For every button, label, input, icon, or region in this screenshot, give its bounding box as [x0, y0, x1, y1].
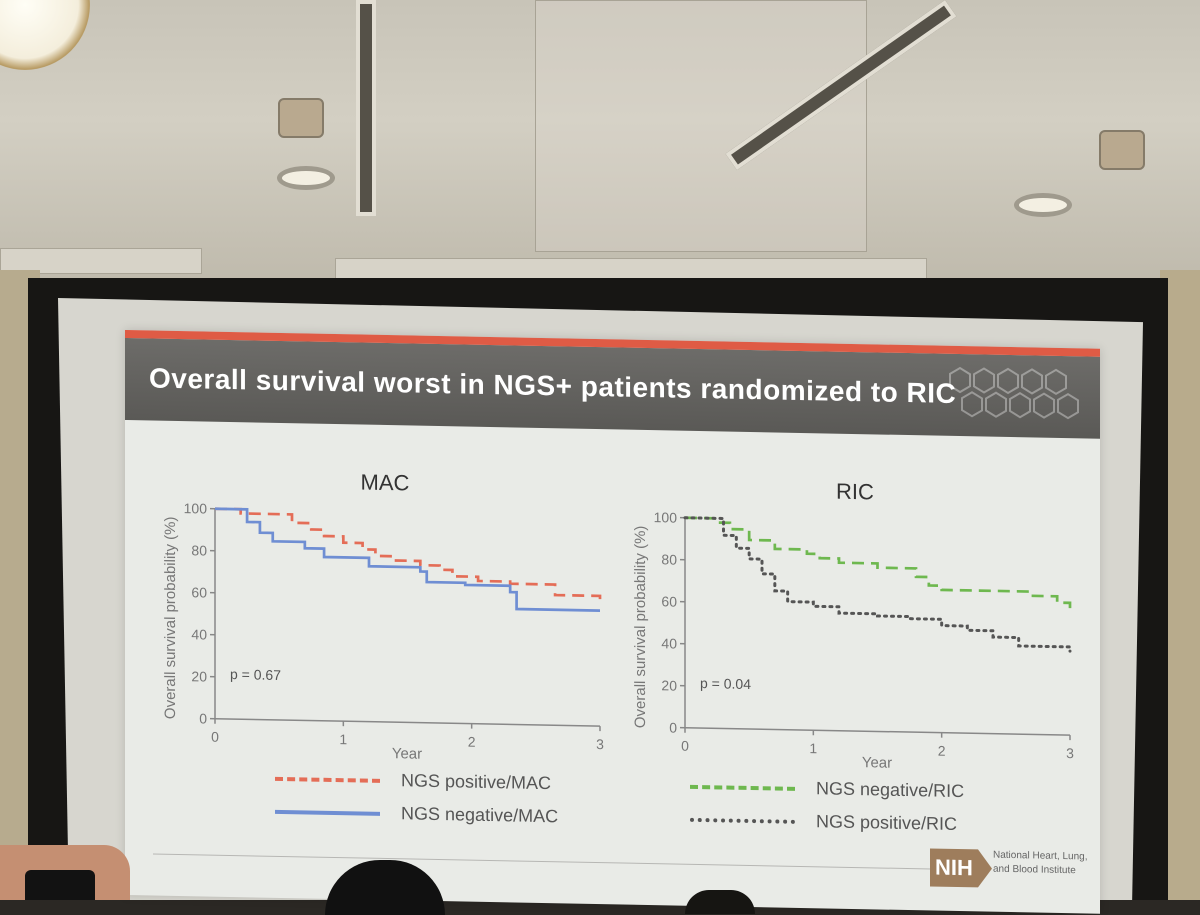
ric-series-line-2: [685, 518, 1070, 651]
mac-x-axis-label: Year: [392, 745, 422, 763]
legend-line: [275, 777, 380, 783]
nih-logo: NIH: [930, 848, 978, 887]
legend-line: [275, 810, 380, 816]
nih-institute-name: National Heart, Lung, and Blood Institut…: [993, 849, 1103, 879]
ric-y-tick-label: 60: [661, 593, 677, 609]
legend-line: [690, 818, 795, 824]
legend-label: NGS negative/MAC: [401, 803, 558, 826]
mac-y-tick-label: 40: [191, 626, 207, 642]
ric-y-tick-label: 40: [661, 635, 677, 651]
mac-y-tick-label: 20: [191, 668, 207, 684]
mac-y-tick-label: 80: [191, 542, 207, 558]
mac-series-line-2: [215, 509, 600, 611]
mac-y-axis-label: Overall survival probability (%): [162, 516, 179, 719]
slide-title-bar: Overall survival worst in NGS+ patients …: [125, 330, 1100, 439]
mac-y-tick-label: 100: [184, 500, 208, 516]
mac-x-tick-label: 0: [211, 729, 219, 745]
slide-title: Overall survival worst in NGS+ patients …: [149, 362, 956, 410]
ric-chart-svg: Overall survival probability (%) 0204060…: [625, 497, 1085, 806]
ric-y-tick-label: 100: [654, 509, 678, 525]
ric-x-tick-label: 2: [938, 743, 946, 759]
ric-series-line-1: [685, 518, 1070, 609]
legend-ngs-negative-mac: NGS negative/MAC: [275, 801, 558, 830]
ric-x-tick-label: 0: [681, 738, 689, 754]
presentation-slide: Overall survival worst in NGS+ patients …: [125, 330, 1100, 914]
spotlight: [278, 98, 324, 138]
mac-p-value: p = 0.67: [230, 666, 281, 683]
nih-institute-line-2: and Blood Institute: [993, 863, 1103, 879]
ric-y-tick-label: 80: [661, 551, 677, 567]
mac-series-line-1: [215, 509, 600, 605]
mac-y-tick-label: 0: [199, 710, 207, 726]
ric-y-tick-label: 20: [661, 677, 677, 693]
downlight: [1014, 193, 1072, 217]
mac-x-tick-label: 3: [596, 736, 604, 752]
ric-x-axis-label: Year: [862, 754, 892, 772]
legend-label: NGS positive/MAC: [401, 770, 551, 793]
legend-label: NGS negative/RIC: [816, 778, 964, 801]
mac-x-tick-label: 1: [339, 731, 347, 747]
ric-y-tick-label: 0: [669, 719, 677, 735]
hexagon-pattern-icon: [940, 354, 1100, 439]
ceiling: [0, 0, 1200, 300]
ceiling-tiles: [535, 0, 867, 252]
mac-y-tick-label: 60: [191, 584, 207, 600]
ceiling-lamp: [0, 0, 90, 70]
legend-ngs-positive-ric: NGS positive/RIC: [690, 809, 957, 838]
footer-divider: [153, 854, 943, 870]
vent-left: [356, 0, 376, 216]
ric-y-axis-label: Overall survival probability (%): [632, 525, 649, 728]
ric-x-tick-label: 1: [809, 740, 817, 756]
nih-logo-arrow-icon: [978, 849, 992, 887]
ric-x-tick-label: 3: [1066, 745, 1074, 761]
ric-axis: [685, 518, 1070, 735]
ric-p-value: p = 0.04: [700, 675, 751, 692]
spotlight: [1099, 130, 1145, 170]
mac-x-tick-label: 2: [468, 734, 476, 750]
downlight: [277, 166, 335, 190]
legend-label: NGS positive/RIC: [816, 811, 957, 834]
mac-chart-svg: Overall survival probability (%) 0204060…: [155, 488, 615, 797]
legend-line: [690, 785, 795, 791]
